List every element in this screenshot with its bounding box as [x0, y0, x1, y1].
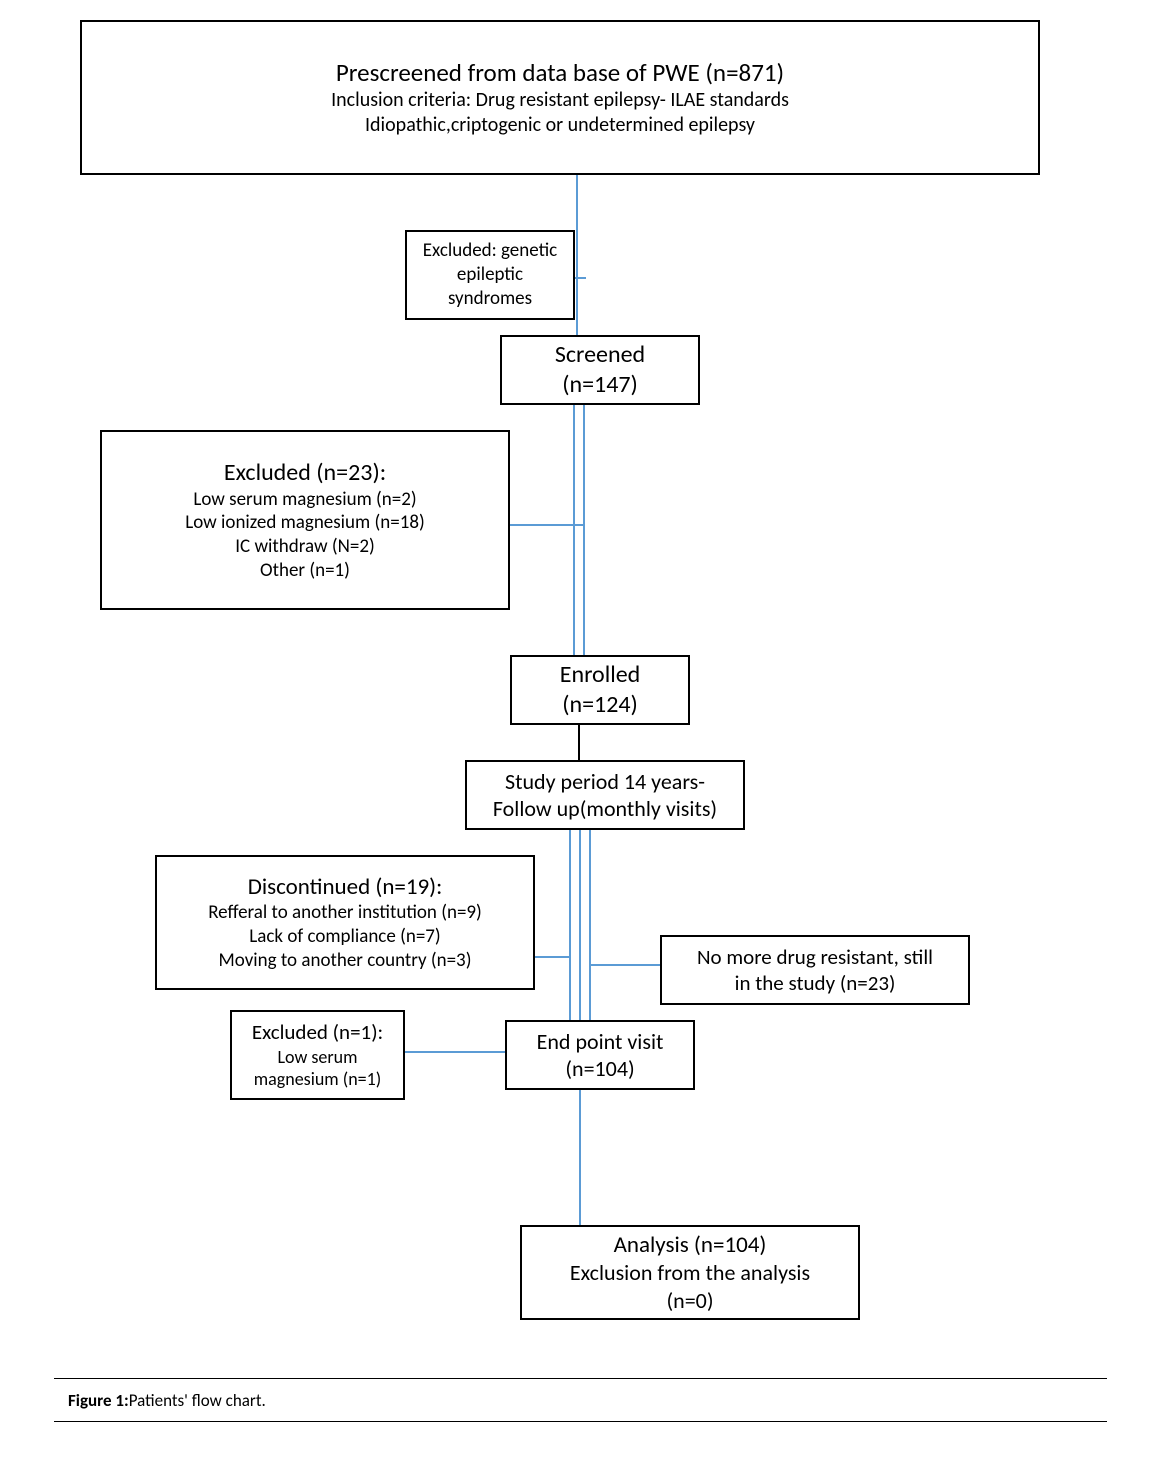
- node-line: Low serum: [277, 1046, 357, 1069]
- node-line: Discontinued (n=19):: [248, 873, 443, 902]
- node-line: Lack of compliance (n=7): [249, 925, 440, 949]
- node-line: Prescreened from data base of PWE (n=871…: [336, 57, 784, 88]
- node-line: Follow up(monthly visits): [493, 795, 717, 823]
- node-enrolled: Enrolled(n=124): [510, 655, 690, 725]
- node-line: Inclusion criteria: Drug resistant epile…: [331, 88, 789, 113]
- node-line: Enrolled: [560, 660, 641, 690]
- node-line: (n=104): [565, 1055, 634, 1083]
- node-line: syndromes: [448, 287, 532, 311]
- node-line: Study period 14 years-: [505, 768, 705, 796]
- node-line: Excluded: genetic: [423, 239, 557, 263]
- node-line: No more drug resistant, still: [697, 944, 933, 970]
- flowchart-canvas: Prescreened from data base of PWE (n=871…: [0, 0, 1161, 1465]
- node-line: Excluded (n=1):: [252, 1019, 383, 1045]
- node-line: (n=0): [666, 1287, 713, 1315]
- caption-label: Figure 1:: [68, 1390, 129, 1411]
- node-screened: Screened(n=147): [500, 335, 700, 405]
- node-line: Excluded (n=23):: [224, 458, 386, 488]
- node-line: Low serum magnesium (n=2): [193, 488, 416, 512]
- node-line: Refferal to another institution (n=9): [208, 901, 482, 925]
- node-study_period: Study period 14 years-Follow up(monthly …: [465, 760, 745, 830]
- node-excl1: Excluded (n=1):Low serummagnesium (n=1): [230, 1010, 405, 1100]
- node-excl23: Excluded (n=23):Low serum magnesium (n=2…: [100, 430, 510, 610]
- figure-caption: Figure 1: Patients' flow chart.: [54, 1378, 1107, 1422]
- node-line: Analysis (n=104): [614, 1231, 767, 1260]
- node-line: Screened: [555, 340, 645, 370]
- node-line: in the study (n=23): [735, 970, 896, 996]
- node-line: Other (n=1): [260, 559, 350, 583]
- node-line: End point visit: [537, 1028, 664, 1056]
- node-line: (n=124): [562, 690, 638, 720]
- node-line: epileptic: [457, 263, 523, 287]
- node-line: Moving to another country (n=3): [219, 949, 472, 973]
- node-discontinued: Discontinued (n=19):Refferal to another …: [155, 855, 535, 990]
- node-line: magnesium (n=1): [254, 1068, 381, 1091]
- node-endpoint: End point visit(n=104): [505, 1020, 695, 1090]
- node-no_more_dr: No more drug resistant, stillin the stud…: [660, 935, 970, 1005]
- node-line: IC withdraw (N=2): [235, 535, 374, 559]
- node-line: Idiopathic,criptogenic or undetermined e…: [365, 113, 755, 138]
- node-line: Exclusion from the analysis: [570, 1259, 810, 1287]
- node-excl_genetic: Excluded: geneticepilepticsyndromes: [405, 230, 575, 320]
- node-analysis: Analysis (n=104)Exclusion from the analy…: [520, 1225, 860, 1320]
- caption-text: Patients' flow chart.: [129, 1390, 266, 1411]
- node-line: Low ionized magnesium (n=18): [185, 511, 424, 535]
- node-line: (n=147): [562, 370, 638, 400]
- node-prescreened: Prescreened from data base of PWE (n=871…: [80, 20, 1040, 175]
